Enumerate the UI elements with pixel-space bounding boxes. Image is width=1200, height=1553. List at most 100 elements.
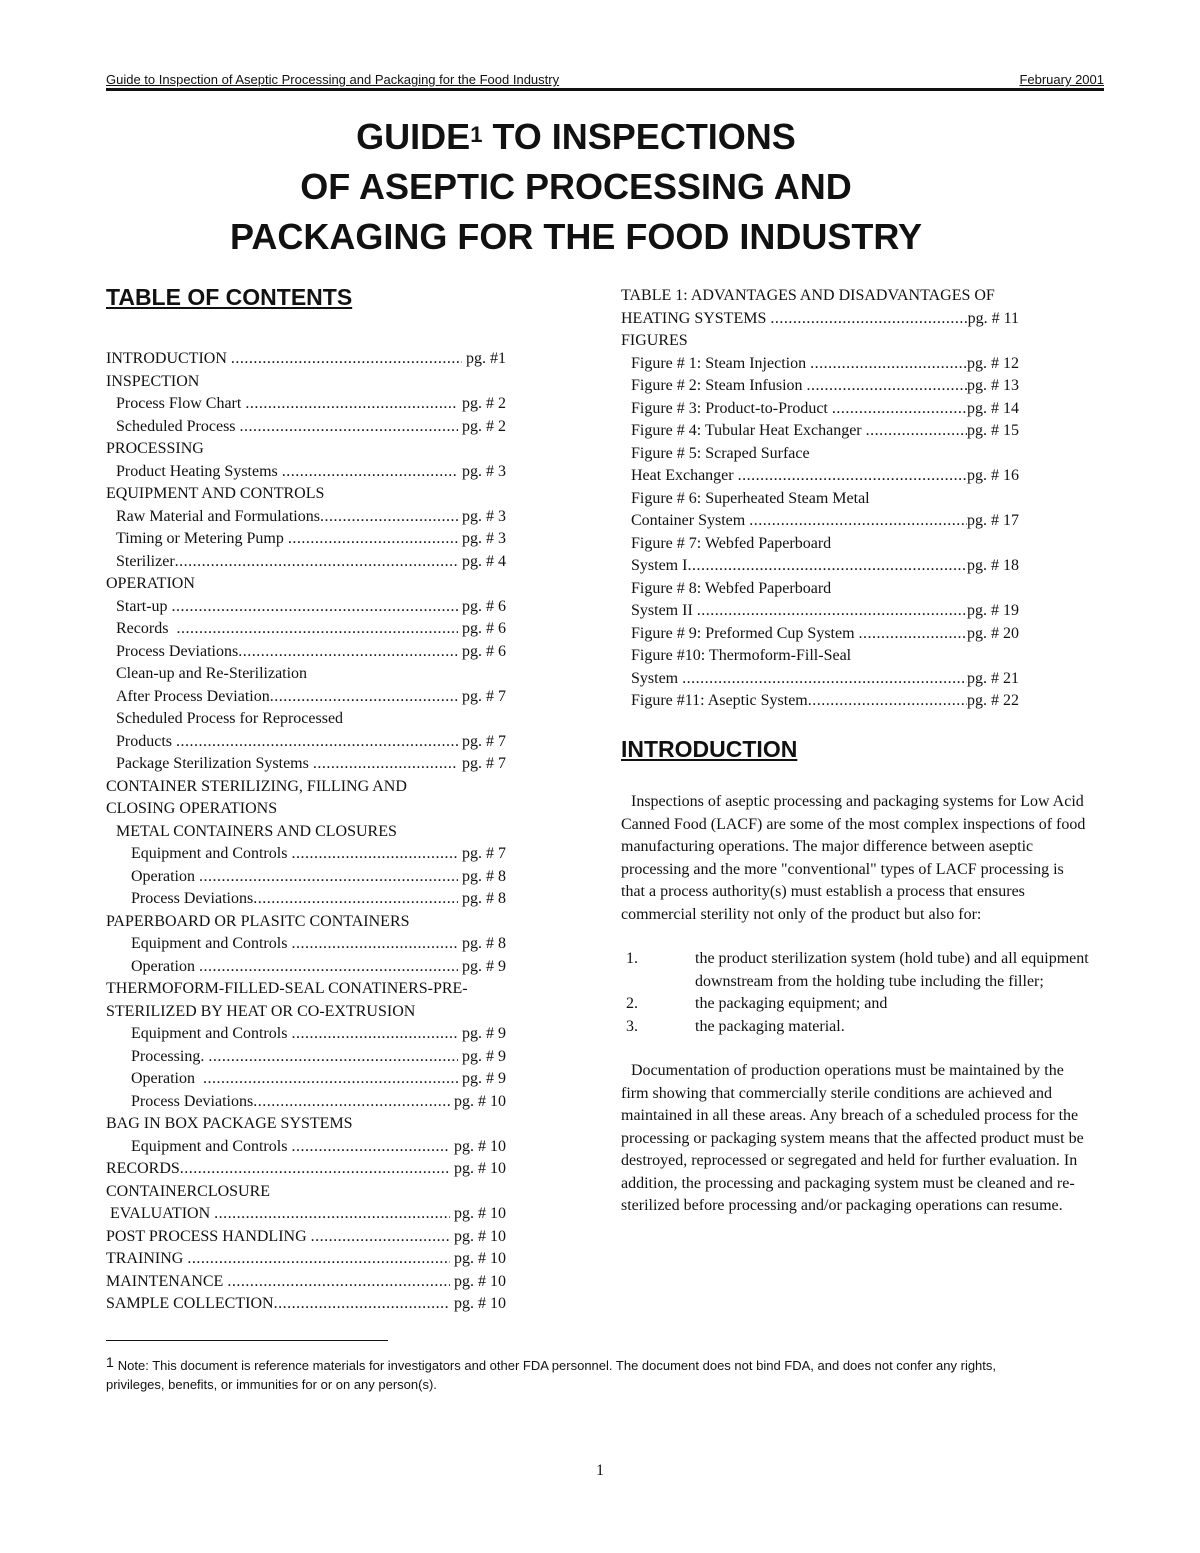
toc-entry[interactable]: Records pg. # 6	[106, 618, 506, 641]
toc-entry[interactable]: PAPERBOARD OR PLASITC CONTAINERS	[106, 911, 506, 934]
toc-entry-label: System	[631, 669, 683, 687]
toc-entry[interactable]: Processing. pg. # 9	[106, 1046, 506, 1069]
title-line: PACKAGING FOR THE FOOD INDUSTRY	[230, 216, 922, 257]
toc-entry[interactable]: METAL CONTAINERS AND CLOSURES	[106, 821, 506, 844]
toc-heading: TABLE OF CONTENTS	[106, 284, 353, 310]
toc-entry-label: Package Sterilization Systems	[116, 755, 313, 772]
list-item: 3. the packaging material.	[621, 1016, 1091, 1039]
footnote-mark: 1	[470, 122, 483, 147]
toc-entry[interactable]: Figure # 8: Webfed Paperboard	[621, 578, 1019, 601]
toc-entry[interactable]: System pg. # 21	[621, 668, 1019, 691]
toc-entry[interactable]: System II pg. # 19	[621, 600, 1019, 623]
toc-entry[interactable]: EQUIPMENT AND CONTROLS	[106, 483, 506, 506]
toc-entry[interactable]: Container System pg. # 17	[621, 510, 1019, 533]
toc-entry[interactable]: OPERATION	[106, 573, 506, 596]
title-line: OF ASEPTIC PROCESSING AND	[300, 166, 852, 207]
numbered-list: 1. the product sterilization system (hold…	[621, 948, 1091, 1038]
toc-entry[interactable]: Figure # 7: Webfed Paperboard	[621, 533, 1019, 556]
toc-entry[interactable]: Scheduled Process for Reprocessed	[106, 708, 506, 731]
toc-entry[interactable]: CLOSING OPERATIONS	[106, 798, 506, 821]
toc-entry[interactable]: Figure # 4: Tubular Heat Exchanger pg. #…	[621, 420, 1019, 443]
toc-entry[interactable]: Figure # 5: Scraped Surface	[621, 443, 1019, 466]
toc-entry[interactable]: Figure # 2: Steam Infusion pg. # 13	[621, 375, 1019, 398]
toc-entry[interactable]: MAINTENANCE pg. # 10	[106, 1271, 506, 1294]
toc-entry-label: EVALUATION	[106, 1205, 215, 1222]
toc-entry-label: METAL CONTAINERS AND CLOSURES	[116, 822, 397, 840]
toc-entry-label: Process Deviations	[131, 890, 254, 907]
toc-entry[interactable]: Start-up pg. # 6	[106, 596, 506, 619]
toc-entry[interactable]: EVALUATION pg. # 10	[106, 1203, 506, 1226]
header-title: Guide to Inspection of Aseptic Processin…	[106, 72, 560, 87]
toc-entry[interactable]: Equipment and Controls pg. # 9	[106, 1023, 506, 1046]
toc-entry[interactable]: After Process Deviation pg. # 7	[106, 686, 506, 709]
dot-leader	[749, 510, 967, 533]
toc-entry[interactable]: Scheduled Process pg. # 2	[106, 416, 506, 439]
dot-leader	[203, 1068, 458, 1091]
toc-entry[interactable]: Package Sterilization Systems pg. # 7	[106, 753, 506, 776]
toc-entry-page: pg. # 9	[458, 1025, 506, 1042]
toc-entry[interactable]: Process Deviations pg. # 6	[106, 641, 506, 664]
toc-entry-page: pg. # 7	[458, 755, 506, 772]
toc-entry[interactable]: Product Heating Systems pg. # 3	[106, 461, 506, 484]
toc-entry[interactable]: Figure #10: Thermoform-Fill-Seal	[621, 645, 1019, 668]
toc-entry[interactable]: Process Flow Chart pg. # 2	[106, 393, 506, 416]
toc-entry[interactable]: Raw Material and Formulations pg. # 3	[106, 506, 506, 529]
toc-entry[interactable]: Process Deviations pg. # 8	[106, 888, 506, 911]
toc-entry[interactable]: Operation pg. # 9	[106, 956, 506, 979]
toc-entry-page: pg. # 9	[458, 957, 506, 975]
toc-entry-label: STERILIZED BY HEAT OR CO-EXTRUSION	[106, 1002, 416, 1020]
dot-leader	[859, 623, 967, 646]
toc-entry[interactable]: SAMPLE COLLECTION pg. # 10	[106, 1293, 506, 1316]
toc-entry[interactable]: TRAINING pg. # 10	[106, 1248, 506, 1271]
toc-entry-label: Figure # 3: Product-to-Product	[631, 399, 832, 417]
toc-entry[interactable]: Equipment and Controls pg. # 7	[106, 843, 506, 866]
toc-entry[interactable]: Equipment and Controls pg. # 10	[106, 1136, 506, 1159]
toc-entry[interactable]: System I pg. # 18	[621, 555, 1019, 578]
dot-leader	[311, 1226, 450, 1249]
toc-entry[interactable]: POST PROCESS HANDLING pg. # 10	[106, 1226, 506, 1249]
page-number: 1	[596, 1462, 604, 1479]
toc-entry[interactable]: HEATING SYSTEMS pg. # 11	[621, 308, 1019, 331]
toc-entry-label: Figure #11: Aseptic System	[631, 692, 808, 709]
toc-entry-label: INSPECTION	[106, 372, 200, 390]
toc-entry[interactable]: INSPECTION	[106, 371, 506, 394]
toc-entry[interactable]: PROCESSING	[106, 438, 506, 461]
toc-entry[interactable]: Figure # 6: Superheated Steam Metal	[621, 488, 1019, 511]
toc-entry[interactable]: Timing or Metering Pump pg. # 3	[106, 528, 506, 551]
dot-leader	[866, 420, 967, 443]
toc-entry-label: Figure # 1: Steam Injection	[631, 354, 811, 372]
toc-entry[interactable]: Heat Exchanger pg. # 16	[621, 465, 1019, 488]
toc-entry-label: System II	[631, 602, 697, 619]
toc-entry[interactable]: TABLE 1: ADVANTAGES AND DISADVANTAGES OF	[621, 285, 1019, 308]
toc-entry-page: pg. # 10	[450, 1272, 506, 1290]
toc-entry[interactable]: Figure #11: Aseptic System pg. # 22	[621, 690, 1019, 713]
toc-entry-label: Scheduled Process	[116, 417, 240, 435]
toc-entry[interactable]: CONTAINER STERILIZING, FILLING AND	[106, 776, 506, 799]
toc-entry-label: Operation	[131, 957, 199, 975]
toc-entry-label: RECORDS	[106, 1160, 180, 1177]
toc-entry[interactable]: Figure # 9: Preformed Cup System pg. # 2…	[621, 623, 1019, 646]
toc-entry-label: System I	[631, 557, 688, 574]
toc-entry[interactable]: STERILIZED BY HEAT OR CO-EXTRUSION	[106, 1001, 506, 1024]
toc-entry[interactable]: Equipment and Controls pg. # 8	[106, 933, 506, 956]
toc-entry-page: pg. # 3	[458, 530, 506, 547]
footnote-separator	[106, 1340, 388, 1341]
toc-entry[interactable]: Figure # 3: Product-to-Product pg. # 14	[621, 398, 1019, 421]
toc-entry[interactable]: Operation pg. # 8	[106, 866, 506, 889]
toc-entry[interactable]: Figure # 1: Steam Injection pg. # 12	[621, 353, 1019, 376]
toc-entry[interactable]: Process Deviations pg. # 10	[106, 1091, 506, 1114]
toc-entry[interactable]: RECORDS pg. # 10	[106, 1158, 506, 1181]
toc-entry[interactable]: FIGURES	[621, 330, 1019, 353]
toc-entry[interactable]: CONTAINERCLOSURE	[106, 1181, 506, 1204]
toc-entry[interactable]: INTRODUCTION pg. #1	[106, 348, 506, 371]
toc-entry[interactable]: Operation pg. # 9	[106, 1068, 506, 1091]
toc-entry[interactable]: THERMOFORM-FILLED-SEAL CONATINERS-PRE-	[106, 978, 506, 1001]
dot-leader	[238, 641, 458, 664]
toc-entry[interactable]: Products pg. # 7	[106, 731, 506, 754]
toc-entry-label: Process Deviations	[131, 1092, 254, 1110]
dot-leader	[738, 465, 967, 488]
toc-entry[interactable]: Clean-up and Re-Sterilization	[106, 663, 506, 686]
toc-entry[interactable]: Sterilizer pg. # 4	[106, 551, 506, 574]
toc-entry[interactable]: BAG IN BOX PACKAGE SYSTEMS	[106, 1113, 506, 1136]
